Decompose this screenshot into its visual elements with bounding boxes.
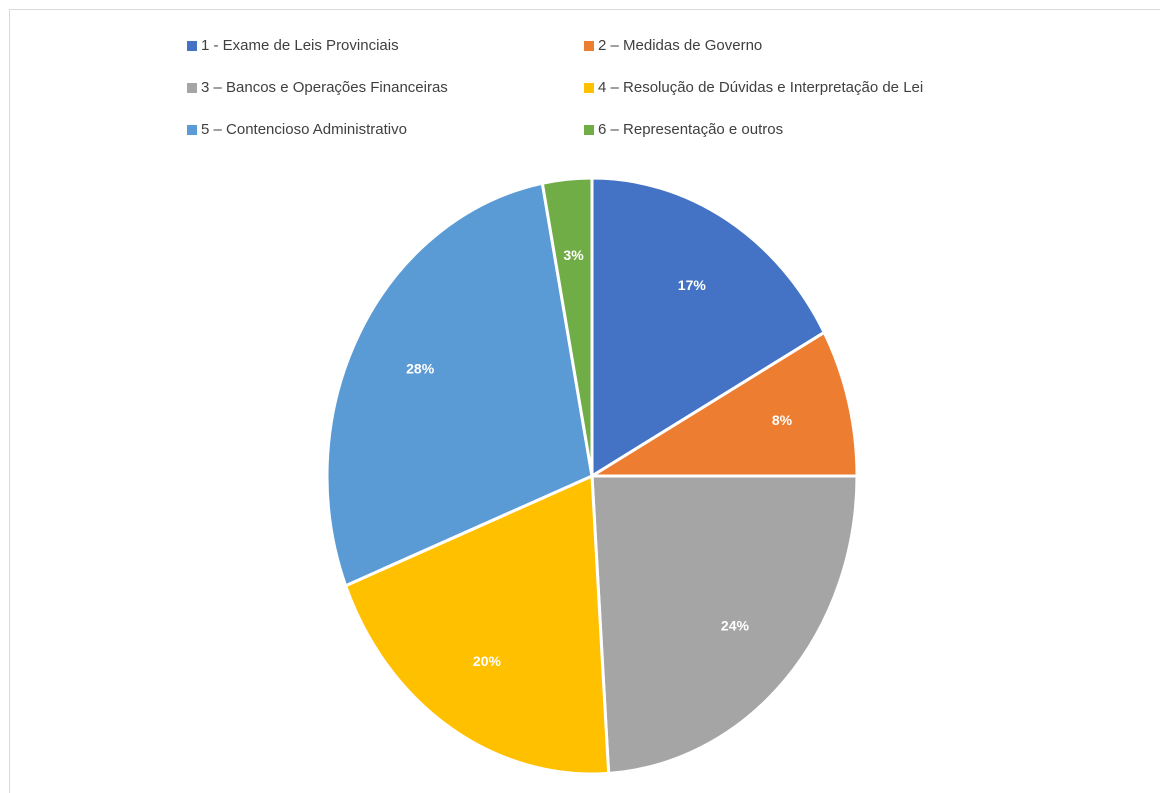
data-label: 17% [678, 277, 707, 293]
legend-label: 1 - Exame de Leis Provinciais [201, 37, 399, 54]
legend-label: 6 – Representação e outros [598, 121, 783, 138]
data-label: 3% [563, 247, 584, 263]
legend-label: 5 – Contencioso Administrativo [201, 121, 407, 138]
pie-slice [325, 181, 594, 588]
data-label: 20% [473, 653, 502, 669]
pie-slice [590, 176, 827, 479]
legend-swatch [187, 41, 197, 51]
pie-slice [540, 176, 594, 477]
data-label: 8% [772, 412, 793, 428]
legend-label: 2 – Medidas de Governo [598, 37, 762, 54]
pie-slice [586, 330, 859, 478]
pie-slice [343, 473, 611, 776]
legend-swatch [584, 41, 594, 51]
legend-label: 4 – Resolução de Dúvidas e Interpretação… [598, 79, 923, 96]
data-label: 28% [406, 360, 435, 376]
legend-label: 3 – Bancos e Operações Financeiras [201, 79, 448, 96]
pie-slice [590, 474, 859, 776]
legend-swatch [187, 125, 197, 135]
legend-swatch [187, 83, 197, 93]
legend-swatch [584, 125, 594, 135]
data-label: 24% [721, 618, 750, 634]
legend-swatch [584, 83, 594, 93]
